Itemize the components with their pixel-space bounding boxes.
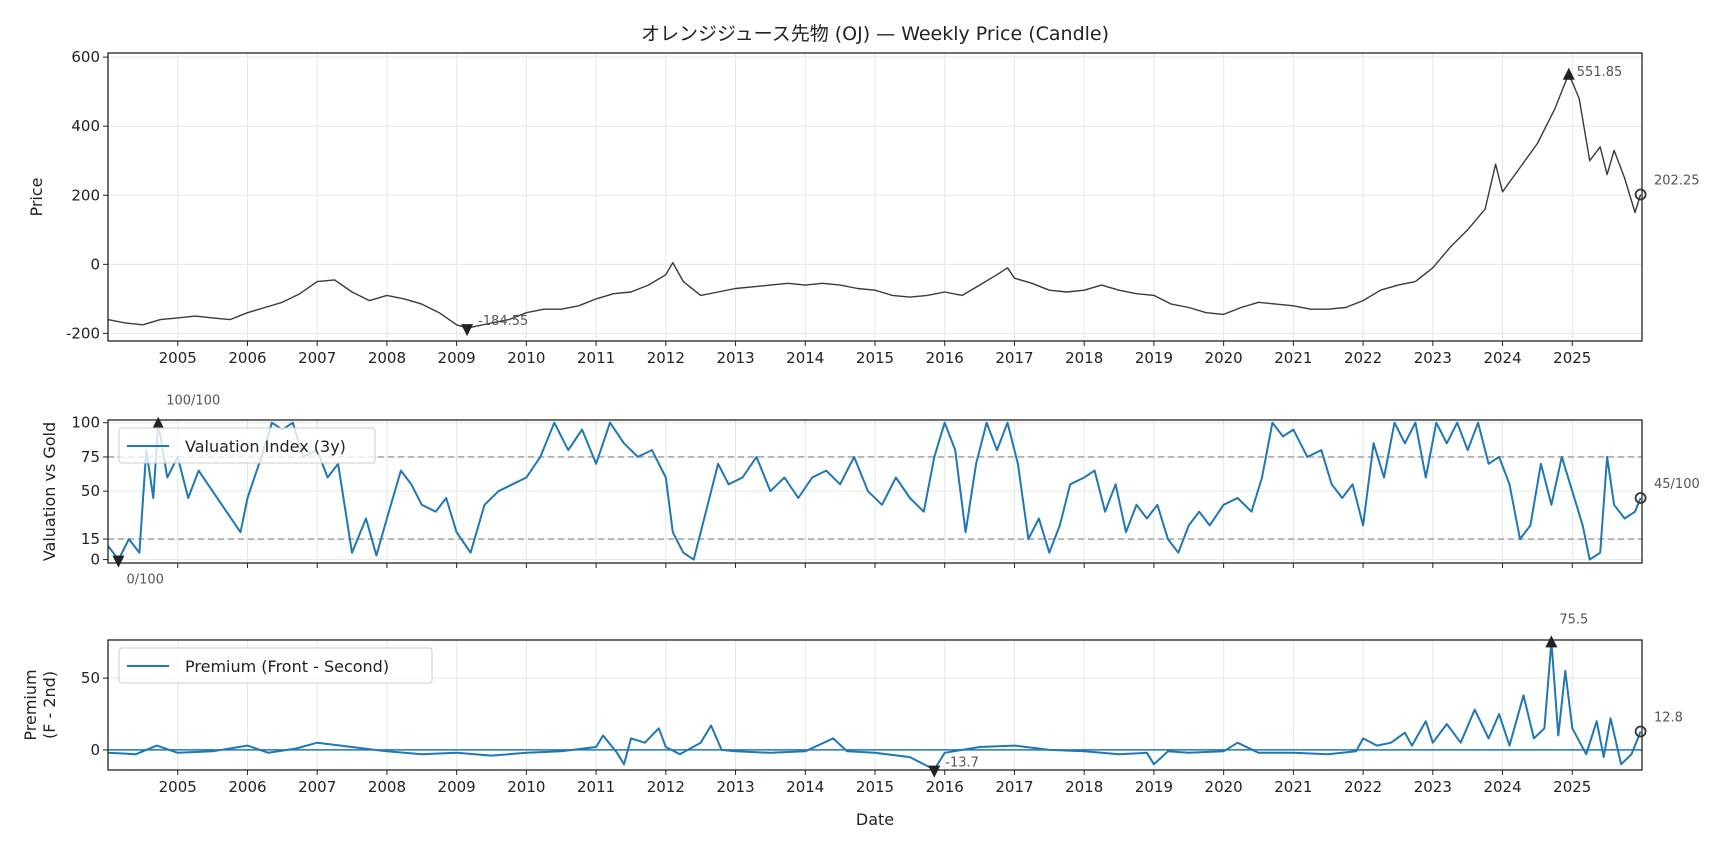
last-value-marker-icon <box>1634 492 1647 504</box>
annotation-label: 551.85 <box>1577 65 1623 80</box>
x-tick-label: 2025 <box>1553 778 1591 796</box>
x-tick-label: 2009 <box>438 349 476 367</box>
x-tick-label: 2013 <box>716 778 754 796</box>
y-tick-label: 600 <box>71 48 100 66</box>
x-tick-label: 2020 <box>1205 349 1243 367</box>
chart-title: オレンジジュース先物 (OJ) — Weekly Price (Candle) <box>641 23 1109 45</box>
legend-box <box>118 427 376 464</box>
annotation-label: 75.5 <box>1559 612 1588 627</box>
x-tick-label: 2011 <box>577 349 615 367</box>
x-tick-label: 2018 <box>1065 349 1103 367</box>
x-tick-label: 2010 <box>507 349 545 367</box>
x-tick-label: 2014 <box>786 349 824 367</box>
annotation-label: -13.7 <box>945 756 979 771</box>
min-marker-icon <box>112 555 125 568</box>
x-tick-label: 2005 <box>159 778 197 796</box>
x-tick-label: 2022 <box>1344 778 1382 796</box>
x-tick-label: 2017 <box>995 349 1033 367</box>
x-tick-label: 2006 <box>228 349 266 367</box>
x-tick-label: 2018 <box>1065 778 1103 796</box>
y-axis-label: (F - 2nd) <box>40 671 59 739</box>
x-tick-label: 2017 <box>995 778 1033 796</box>
x-tick-label: 2014 <box>786 778 824 796</box>
x-axis-label: Date <box>856 810 894 829</box>
annotation-label: 12.8 <box>1654 711 1683 726</box>
max-marker-icon <box>152 416 165 429</box>
x-tick-label: 2006 <box>228 778 266 796</box>
x-tick-label: 2008 <box>368 778 406 796</box>
x-tick-label: 2021 <box>1274 778 1312 796</box>
price-panel: 2005 2006 2007 2008 2009 2010 2011 2012 2013 2014… <box>27 48 1700 367</box>
x-tick-label: 2012 <box>647 349 685 367</box>
x-tick-label: 2016 <box>926 349 964 367</box>
max-marker-icon <box>1562 67 1575 80</box>
annotation-label: -184.55 <box>478 314 528 329</box>
x-tick-label: 2023 <box>1414 778 1452 796</box>
legend-box <box>118 647 433 684</box>
x-tick-label: 2015 <box>856 778 894 796</box>
legend: Premium (Front - Second) <box>118 647 433 684</box>
x-tick-label: 2011 <box>577 778 615 796</box>
y-tick-label: 0 <box>90 255 100 273</box>
annotation-label: 0/100 <box>126 573 163 588</box>
x-tick-label: 2013 <box>716 349 754 367</box>
x-tick-label: 2021 <box>1274 349 1312 367</box>
min-marker-icon <box>461 324 474 337</box>
valuation-panel: 0 15 50 75 100 Valuation vs Gold 100/100 0/100 4… <box>40 394 1700 588</box>
x-tick-label: 2016 <box>926 778 964 796</box>
last-value-marker-icon <box>1634 188 1647 201</box>
y-tick-label: 50 <box>81 669 100 687</box>
y-tick-label: 200 <box>71 186 100 204</box>
x-tick-label: 2019 <box>1135 349 1173 367</box>
legend: Valuation Index (3y) <box>118 427 376 464</box>
x-tick-label: 2009 <box>438 778 476 796</box>
annotation-label: 202.25 <box>1654 173 1700 188</box>
max-marker-icon <box>1545 635 1558 648</box>
x-tick-label: 2007 <box>298 349 336 367</box>
y-tick-label: 400 <box>71 117 100 135</box>
min-marker-icon <box>928 765 941 778</box>
price-series-line <box>107 73 1642 329</box>
annotation-label: 100/100 <box>166 394 220 409</box>
x-tick-label: 2025 <box>1553 349 1591 367</box>
x-tick-label: 2005 <box>159 349 197 367</box>
x-tick-label: 2019 <box>1135 778 1173 796</box>
legend-label: Valuation Index (3y) <box>185 437 346 456</box>
y-tick-label: 15 <box>81 530 100 548</box>
x-tick-label: 2007 <box>298 778 336 796</box>
y-tick-label: -200 <box>66 324 100 342</box>
y-tick-label: 75 <box>81 448 100 466</box>
legend-label: Premium (Front - Second) <box>185 657 389 676</box>
x-tick-label: 2022 <box>1344 349 1382 367</box>
x-tick-label: 2024 <box>1483 778 1521 796</box>
x-tick-label: 2008 <box>368 349 406 367</box>
y-tick-label: 100 <box>71 414 100 432</box>
y-tick-label: 0 <box>90 741 100 759</box>
y-axis-label: Premium <box>21 669 40 740</box>
x-tick-label: 2023 <box>1414 349 1452 367</box>
x-tick-label: 2024 <box>1483 349 1521 367</box>
premium-panel: 2005 2006 2007 2008 2009 2010 2011 2012 2013 2014… <box>21 612 1683 829</box>
x-tick-label: 2015 <box>856 349 894 367</box>
valuation-series-line <box>107 421 1642 561</box>
y-axis-label: Valuation vs Gold <box>40 422 59 561</box>
annotation-label: 45/100 <box>1654 477 1700 492</box>
y-axis-label: Price <box>27 177 46 216</box>
x-tick-label: 2020 <box>1205 778 1243 796</box>
last-value-marker-icon <box>1634 725 1647 738</box>
x-tick-label: 2012 <box>647 778 685 796</box>
y-tick-label: 50 <box>81 482 100 500</box>
premium-series-line <box>107 640 1642 771</box>
y-tick-label: 0 <box>90 551 100 569</box>
x-tick-label: 2010 <box>507 778 545 796</box>
